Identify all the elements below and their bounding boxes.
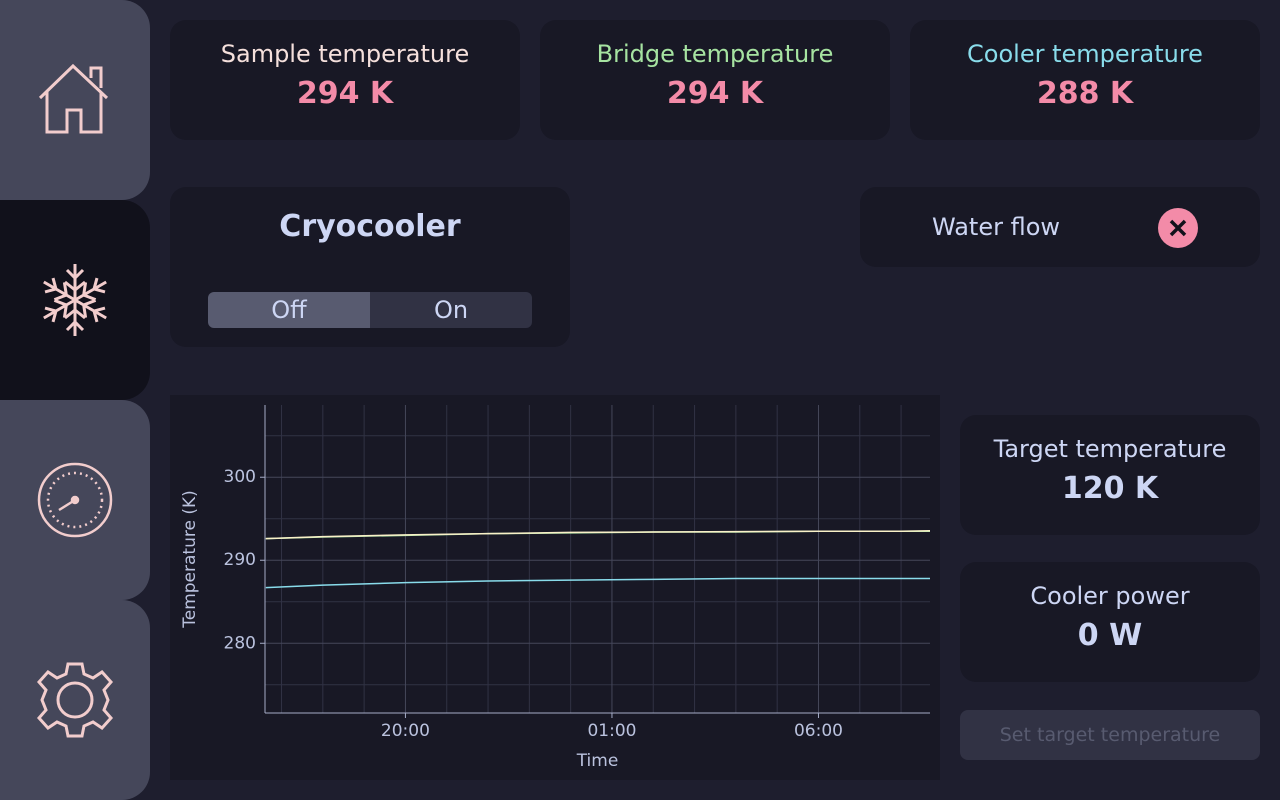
power-value: 0 W (1077, 618, 1143, 653)
series-line (265, 530, 931, 540)
water-flow-label: Water flow (932, 213, 1061, 241)
target-value: 120 K (1061, 471, 1159, 506)
water-flow-card: Water flow (860, 187, 1260, 267)
cryo-button[interactable] (0, 200, 150, 400)
x-tick-label: 01:00 (587, 721, 636, 741)
y-axis-label: Temperature (K) (180, 490, 200, 629)
toggle-on[interactable]: On (370, 292, 532, 328)
status-icon (1158, 208, 1198, 248)
readout-label: Cooler temperature (967, 40, 1203, 68)
home-button[interactable] (0, 0, 150, 200)
gauge-icon (37, 462, 113, 538)
readout-value: 294 K (296, 76, 394, 111)
x-tick-label: 06:00 (794, 721, 843, 741)
y-tick-label: 290 (224, 550, 256, 570)
y-tick-label: 300 (224, 467, 256, 487)
cryocooler-card: Cryocooler Off On (170, 187, 570, 347)
readout-label: Sample temperature (220, 40, 470, 68)
series-line (265, 577, 930, 589)
target-card: Target temperature 120 K (960, 415, 1260, 535)
y-tick-label: 280 (224, 633, 256, 653)
readout-card: Cooler temperature 288 K (910, 20, 1260, 140)
toggle-off[interactable]: Off (208, 292, 370, 328)
readout-value: 288 K (1036, 76, 1134, 111)
set-target-button[interactable]: Set target temperature (960, 710, 1260, 760)
readout-value: 294 K (666, 76, 764, 111)
home-icon (38, 63, 109, 134)
chart: 280 290 300 20:00 01:00 06:00 Time Temperature … (170, 395, 940, 780)
settings-button[interactable] (0, 600, 150, 800)
readout-card: Sample temperature 294 K (170, 20, 520, 140)
readout-label: Bridge temperature (596, 40, 834, 68)
gear-icon (36, 662, 114, 738)
readout-card: Bridge temperature 294 K (540, 20, 890, 140)
snowflake-icon (37, 264, 113, 338)
target-label: Target temperature (993, 435, 1227, 463)
cryocooler-title: Cryocooler (279, 209, 461, 244)
gauge-button[interactable] (0, 400, 150, 600)
power-label: Cooler power (1030, 582, 1190, 610)
toggle: Off On (208, 292, 532, 328)
x-axis-label: Time (576, 751, 619, 771)
x-tick-label: 20:00 (381, 721, 430, 741)
power-card: Cooler power 0 W (960, 562, 1260, 682)
